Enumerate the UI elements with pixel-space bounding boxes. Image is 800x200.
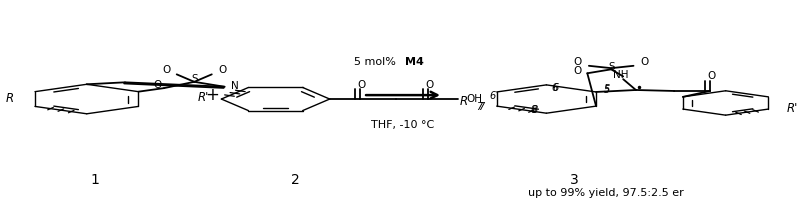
Text: OH: OH — [466, 94, 482, 104]
Text: O: O — [574, 57, 582, 67]
Text: O: O — [425, 80, 434, 90]
Text: 2: 2 — [291, 173, 300, 187]
Text: 7: 7 — [478, 102, 484, 112]
Text: R': R' — [787, 102, 798, 115]
Text: N: N — [231, 81, 238, 91]
Text: O: O — [154, 80, 162, 90]
Text: 6: 6 — [551, 83, 558, 93]
Text: 1: 1 — [90, 173, 99, 187]
Text: NH: NH — [613, 70, 629, 80]
Text: 5 mol%: 5 mol% — [354, 57, 399, 67]
Text: +: + — [205, 86, 218, 104]
Text: O: O — [358, 80, 366, 90]
Text: O: O — [641, 57, 649, 67]
Text: M4: M4 — [405, 57, 423, 67]
Text: O: O — [574, 66, 582, 76]
Text: R: R — [459, 95, 468, 108]
Text: 8: 8 — [532, 105, 538, 115]
Text: S: S — [191, 74, 198, 84]
Text: 8: 8 — [530, 105, 537, 115]
Text: O: O — [707, 71, 716, 81]
Text: 5: 5 — [604, 85, 610, 95]
Text: 3: 3 — [570, 173, 578, 187]
Text: O: O — [218, 65, 226, 75]
Text: R': R' — [198, 91, 210, 104]
Text: THF, -10 °C: THF, -10 °C — [371, 120, 434, 130]
Text: 5: 5 — [604, 84, 610, 94]
Text: up to 99% yield, 97.5:2.5 er: up to 99% yield, 97.5:2.5 er — [528, 188, 684, 198]
Text: R: R — [6, 92, 14, 105]
Text: 6: 6 — [490, 91, 496, 101]
Text: S: S — [608, 62, 614, 72]
Text: 6: 6 — [553, 83, 559, 93]
Text: O: O — [162, 65, 170, 75]
Text: 7: 7 — [476, 102, 482, 112]
